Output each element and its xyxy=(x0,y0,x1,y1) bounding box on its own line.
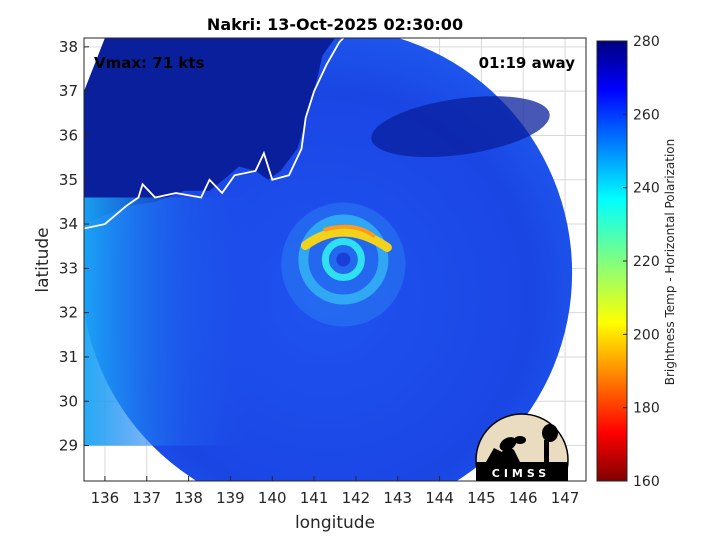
storm-rainband xyxy=(298,214,389,305)
x-tick-label: 139 xyxy=(216,489,245,507)
chart-title: Nakri: 13-Oct-2025 02:30:00 xyxy=(207,15,463,34)
x-tick-label: 145 xyxy=(467,489,496,507)
x-tick-label: 146 xyxy=(509,489,538,507)
eyewall-core xyxy=(323,224,376,238)
satellite-image xyxy=(84,38,573,481)
x-ticks: 136 137 138 139 140 141 142 143 144 145 146 147 xyxy=(91,476,580,507)
x-tick-label: 141 xyxy=(300,489,329,507)
colorbar-tick-label: 260 xyxy=(633,107,660,123)
y-tick-label: 37 xyxy=(59,82,78,100)
colorbar-tick-label: 160 xyxy=(633,474,660,490)
colorbar-tick-label: 280 xyxy=(633,34,660,50)
y-ticks: 29 30 31 32 33 34 35 36 37 38 xyxy=(59,38,89,455)
axes-box xyxy=(83,37,587,482)
storm-eye xyxy=(336,252,351,267)
y-tick-label: 34 xyxy=(59,215,78,233)
logo-text: CIMSS xyxy=(492,467,550,480)
eyewall-convection xyxy=(300,227,392,252)
colorbar-tick-label: 240 xyxy=(633,181,660,197)
x-tick-label: 137 xyxy=(132,489,161,507)
inner-eyewall xyxy=(321,238,365,281)
y-tick-label: 35 xyxy=(59,171,78,189)
x-tick-label: 140 xyxy=(258,489,287,507)
x-tick-label: 138 xyxy=(174,489,203,507)
cimss-logo: CIMSS xyxy=(475,413,569,481)
colorbar-label: Brightness Temp - Horizontal Polarizatio… xyxy=(663,139,677,386)
cold-band xyxy=(371,96,550,158)
y-tick-label: 29 xyxy=(59,437,78,455)
coastline xyxy=(84,38,345,230)
y-tick-label: 38 xyxy=(59,38,78,56)
colorbar-ticks: 160 180 200 220 240 260 280 xyxy=(623,34,660,490)
colorbar-tick-label: 220 xyxy=(633,254,660,270)
x-axis-label: longitude xyxy=(295,513,375,533)
y-tick-label: 33 xyxy=(59,259,78,277)
x-tick-label: 136 xyxy=(91,489,120,507)
vmax-annotation: Vmax: 71 kts xyxy=(94,54,204,72)
y-axis-label: latitude xyxy=(33,227,53,292)
warm-west-region xyxy=(84,197,252,446)
colorbar-tick-label: 180 xyxy=(633,401,660,417)
y-tick-label: 32 xyxy=(59,304,78,322)
x-tick-label: 142 xyxy=(342,489,371,507)
colorbar xyxy=(596,40,628,482)
y-tick-label: 31 xyxy=(59,348,78,366)
x-tick-label: 147 xyxy=(551,489,580,507)
time-away-annotation: 01:19 away xyxy=(479,54,576,72)
land-region xyxy=(84,38,335,225)
x-tick-label: 143 xyxy=(383,489,412,507)
colorbar-tick-label: 200 xyxy=(633,327,660,343)
y-tick-label: 36 xyxy=(59,126,78,144)
x-tick-label: 144 xyxy=(425,489,454,507)
y-tick-label: 30 xyxy=(59,392,78,410)
